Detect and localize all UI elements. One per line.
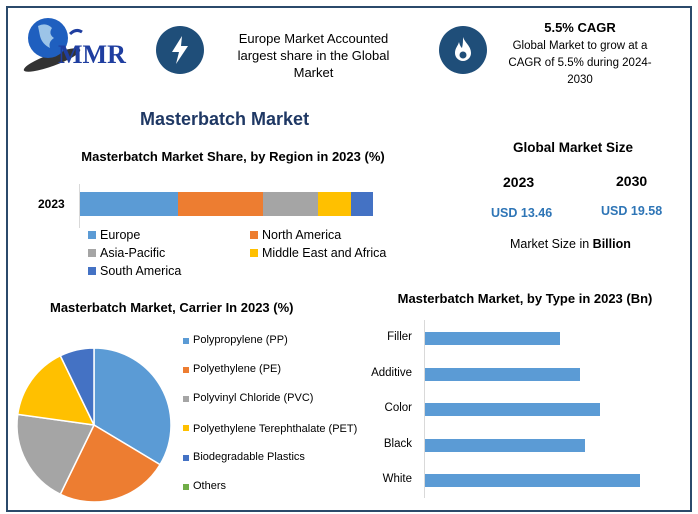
region-axis [79,184,80,228]
region-legend-item: North America [250,228,341,242]
carrier-legend-item: Others [183,480,226,492]
legend-label: Polyvinyl Chloride (PVC) [193,392,314,404]
legend-label: Polypropylene (PP) [193,334,288,346]
flame-icon [439,26,487,74]
region-bar-segment [351,192,373,216]
type-category-label: Additive [371,366,412,379]
pie-slice [16,354,96,426]
legend-swatch [183,367,189,373]
legend-label: Middle East and Africa [262,246,387,260]
legend-swatch [183,425,189,431]
region-legend-item: Middle East and Africa [250,246,386,260]
carrier-pie-chart [16,347,172,503]
cagr-text: Global Market to grow at a CAGR of 5.5% … [508,40,652,86]
market-year-2023: 2023 [503,174,535,190]
type-chart-title: Masterbatch Market, by Type in 2023 (Bn) [397,291,653,306]
lightning-icon [156,26,204,74]
type-bar [425,332,560,345]
cagr-title: 5.5% CAGR [544,20,616,35]
market-year-2030: 2030 [616,173,648,189]
legend-label: Biodegradable Plastics [193,451,305,463]
region-chart-title: Masterbatch Market Share, by Region in 2… [81,149,385,164]
legend-swatch [250,231,258,239]
legend-swatch [88,267,96,275]
unit-bold: Billion [592,237,631,251]
region-category-label: 2023 [38,197,65,211]
region-bar-segment [80,192,178,216]
infographic-frame [6,6,692,512]
europe-info-text: Europe Market Accounted largest share in… [237,31,390,80]
legend-label: South America [100,264,182,278]
region-bar-segment [177,192,263,216]
region-legend-item: Asia-Pacific [88,246,165,260]
region-stacked-bar [80,192,373,216]
pie-slice [93,347,172,466]
region-legend-item: South America [88,264,181,278]
type-category-label: Color [384,402,412,414]
legend-label: North America [262,228,342,242]
region-legend-item: Europe [88,228,140,242]
region-bar-segment [262,192,318,216]
legend-label: Asia-Pacific [100,246,166,260]
region-bar-segment [317,192,351,216]
carrier-legend-item: Polyethylene Terephthalate (PET) [183,421,358,437]
legend-swatch [183,396,189,402]
legend-label: Others [193,480,227,492]
type-bar [425,367,580,381]
mmr-logo: MMR [14,12,126,72]
legend-label: Polyethylene (PE) [193,363,282,375]
carrier-legend-item: Polyethylene (PE) [183,363,281,375]
type-axis [424,320,425,498]
legend-swatch [250,249,258,257]
type-category-label: Filler [387,331,412,343]
main-title: Masterbatch Market [140,109,310,129]
carrier-chart-title: Masterbatch Market, Carrier In 2023 (%) [50,300,294,315]
legend-label: Polyethylene Terephthalate (PET) [193,423,358,435]
legend-swatch [88,231,96,239]
pie-slice [59,347,95,426]
carrier-legend-item: Polyvinyl Chloride (PVC) [183,392,313,404]
type-bar [425,474,640,487]
type-bar [425,438,585,452]
type-category-label: White [382,473,412,485]
carrier-legend-item: Polypropylene (PP) [183,334,288,346]
carrier-legend-item: Biodegradable Plastics [183,451,305,463]
market-value-2023: USD 13.46 [491,206,553,220]
logo-text: MMR [58,40,126,69]
market-size-unit: Market Size in Billion [510,237,631,251]
legend-swatch [183,484,189,490]
legend-label: Europe [100,228,141,242]
legend-swatch [88,249,96,257]
legend-swatch [183,455,189,461]
type-category-label: Black [383,437,412,450]
pie-slice [16,413,96,496]
market-value-2030: USD 19.58 [601,204,663,218]
market-size-title: Global Market Size [512,140,634,155]
legend-swatch [183,338,189,344]
globe-icon [23,18,83,72]
unit-prefix: Market Size in [510,237,593,251]
type-bar [425,403,600,416]
